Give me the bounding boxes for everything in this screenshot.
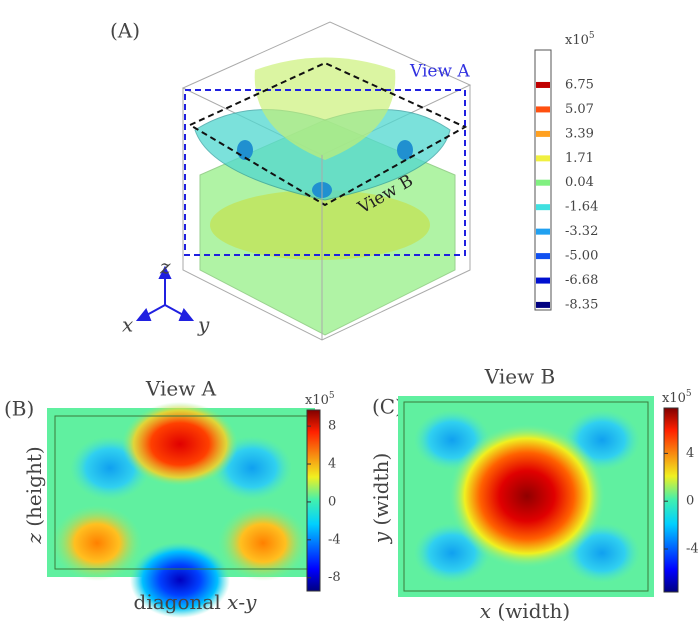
colorbar-tick-label: -4 [686, 541, 699, 556]
colorbar-multiplier: x105 [305, 391, 335, 408]
isosurface-render [135, 21, 472, 341]
panel-label: (B) [4, 397, 34, 421]
colorbar-tick-label: 4 [686, 446, 694, 461]
axis-label-z: z [159, 255, 171, 279]
y-axis-text: (width) [369, 453, 393, 532]
colorbar-multiplier: x105 [662, 389, 692, 406]
level-band [536, 106, 550, 113]
multiplier-exponent: 5 [329, 391, 335, 401]
colorbar-tick-label: 4 [328, 457, 336, 472]
multiplier-exponent: 5 [686, 389, 692, 399]
level-label: -1.64 [565, 200, 598, 215]
x-axis-text: - [238, 590, 245, 614]
y-axis-var: y [369, 531, 393, 544]
level-label: 0.04 [565, 175, 594, 190]
y-axis-var: z [22, 533, 46, 545]
level-band [536, 277, 550, 284]
level-band [536, 301, 550, 308]
x-axis-label: x (width) [480, 599, 570, 623]
y-axis-label: y (width) [369, 453, 393, 545]
level-band [536, 155, 550, 162]
colorbar-tick-label: 8 [328, 419, 336, 434]
colorbar-multiplier: x105 [565, 31, 595, 48]
colorbar-tick-label: -4 [328, 532, 341, 547]
panel-label: (A) [110, 19, 140, 43]
level-label: 6.75 [565, 77, 594, 92]
level-band [536, 228, 550, 235]
colorbar-tick-label: -8 [328, 570, 341, 585]
y-axis-label: z (height) [22, 446, 46, 544]
view-a-label: View A [409, 62, 470, 82]
heatmap-image [398, 396, 654, 597]
x-axis-var: x [480, 599, 491, 623]
level-label: 1.71 [565, 151, 594, 166]
level-label: 3.39 [565, 126, 594, 141]
x-axis-text: (width) [491, 599, 570, 623]
colorbar-tick-label: 0 [686, 494, 694, 509]
level-band [536, 179, 550, 186]
level-band [536, 130, 550, 137]
colorbar-tick-label: 0 [328, 494, 336, 509]
panel-title: View A [145, 377, 217, 401]
level-label: 5.07 [565, 102, 594, 117]
level-label: -3.32 [565, 224, 598, 239]
heatmap-image [47, 402, 315, 618]
multiplier-exponent: 5 [589, 31, 595, 41]
colorbar [663, 407, 679, 593]
y-axis-text: (height) [22, 446, 46, 533]
level-band [536, 81, 550, 88]
x-axis-text: diagonal [134, 590, 228, 614]
colorbar [306, 409, 321, 592]
multiplier-base: x10 [305, 393, 329, 408]
x-axis-label: diagonal x-y [134, 590, 258, 614]
axis-label-y: y [197, 313, 210, 337]
multiplier-base: x10 [662, 391, 686, 406]
x-axis-var: y [244, 590, 257, 614]
multiplier-base: x10 [565, 33, 589, 48]
panel-title: View B [484, 365, 556, 389]
x-axis-var: x [227, 590, 238, 614]
level-band [536, 204, 550, 211]
level-label: -5.00 [565, 249, 598, 264]
axis-label-x: x [122, 313, 133, 337]
level-label: -8.35 [565, 297, 598, 312]
level-band [536, 253, 550, 260]
level-label: -6.68 [565, 273, 598, 288]
panel-label: (C) [372, 395, 403, 419]
